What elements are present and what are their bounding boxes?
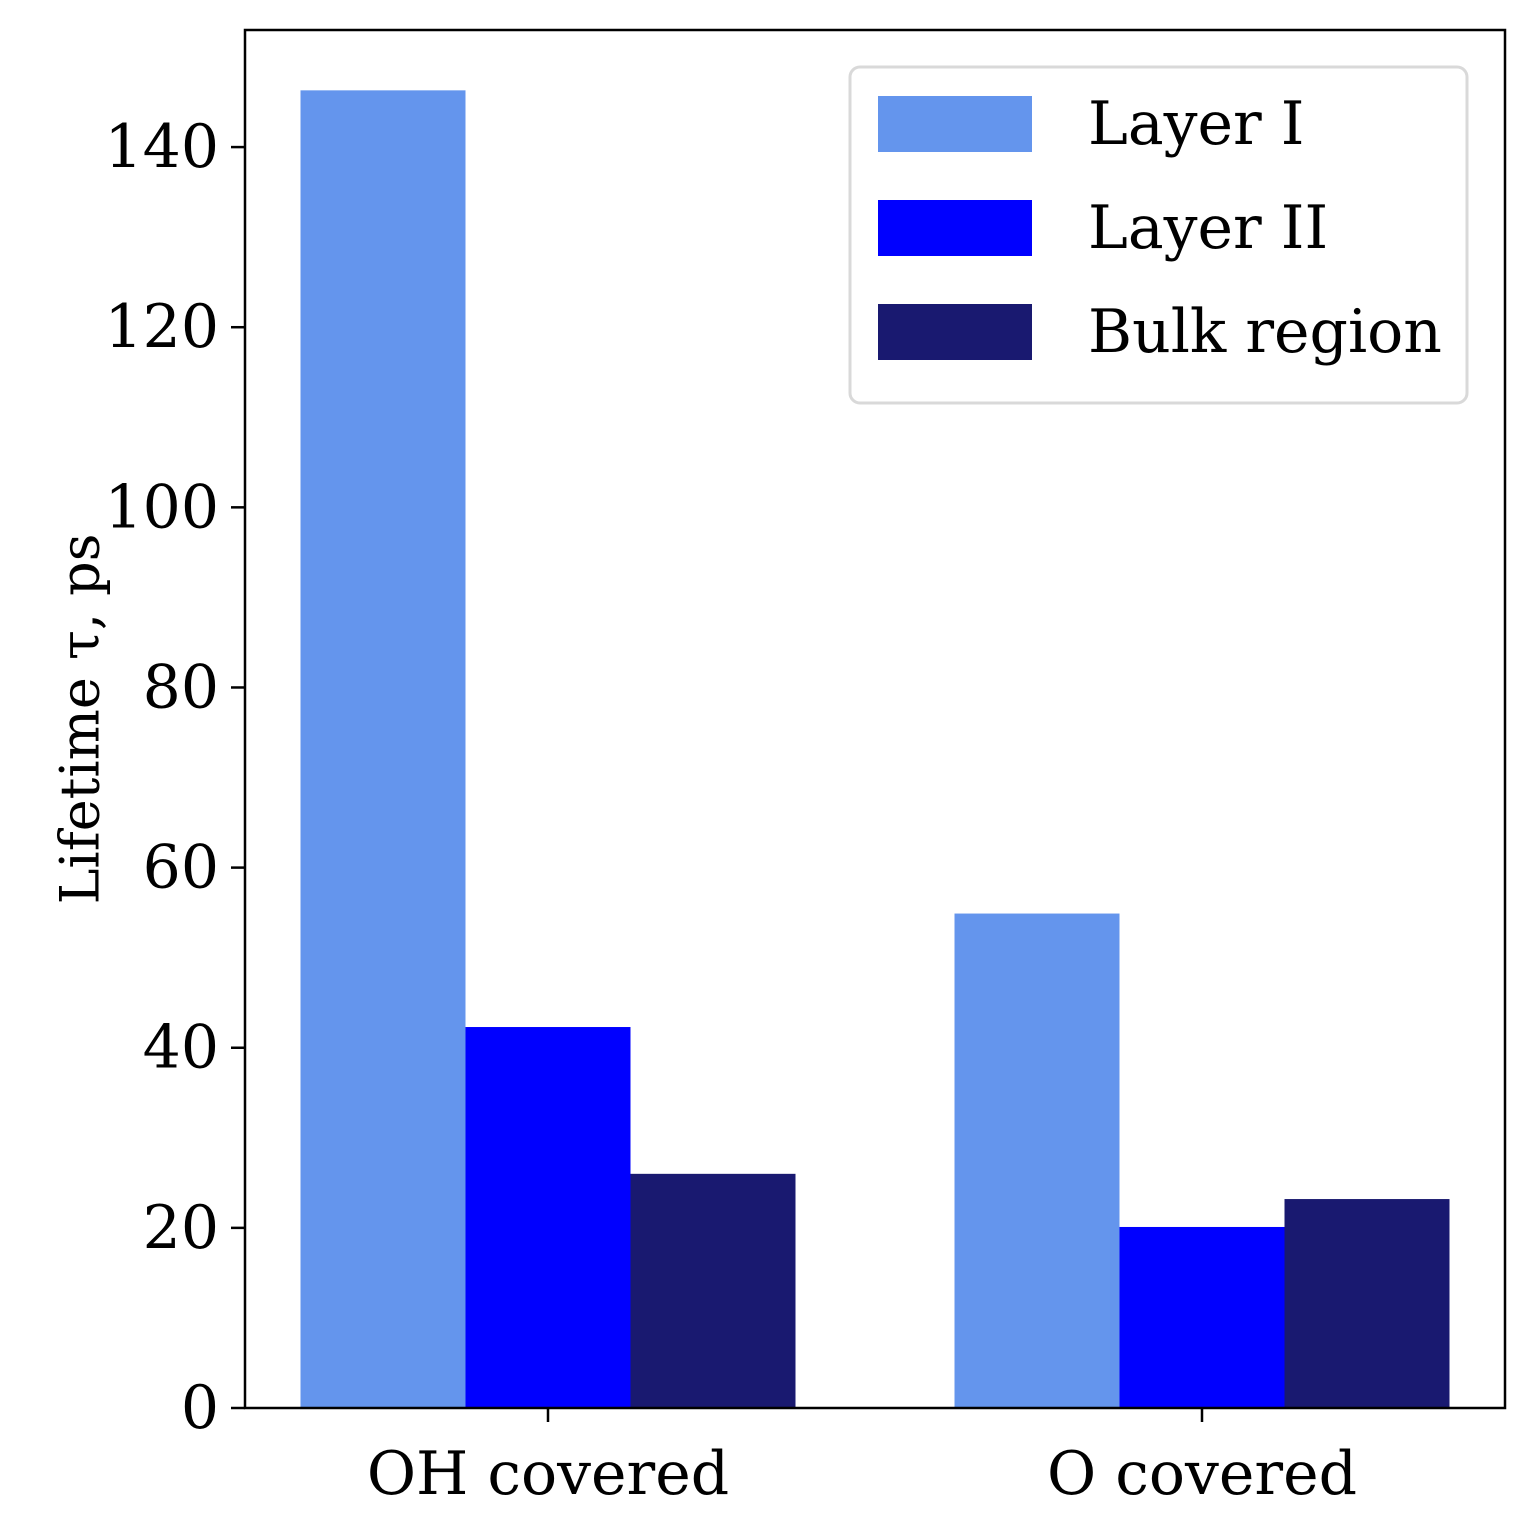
legend-label-bulk-region: Bulk region — [1088, 297, 1442, 367]
bar-layer-ii-2 — [1119, 1226, 1285, 1408]
bars-group — [300, 90, 1450, 1409]
bar-layer-ii-1 — [465, 1027, 631, 1408]
y-tick-label: 0 — [181, 1373, 219, 1443]
y-axis-label: Lifetime τ, ps — [49, 534, 112, 905]
legend-label-layer-ii: Layer II — [1088, 193, 1328, 263]
y-tick-label: 80 — [143, 652, 219, 722]
y-tick-label: 120 — [104, 292, 219, 362]
y-tick-label: 60 — [143, 833, 219, 903]
legend-label-layer-i: Layer I — [1088, 89, 1304, 159]
x-axis: OH covered O covered — [367, 1408, 1357, 1509]
bar-bulk-region-1 — [630, 1173, 796, 1408]
x-tick-label: O covered — [1047, 1439, 1357, 1509]
y-tick-label: 40 — [143, 1013, 219, 1083]
y-tick-label: 140 — [104, 112, 219, 182]
y-tick-label: 100 — [104, 472, 219, 542]
legend-swatch-bulk-region — [878, 304, 1032, 360]
y-axis: 0 20 40 60 80 100 120 140 — [104, 112, 245, 1443]
legend: Layer I Layer II Bulk region — [848, 65, 1469, 405]
legend-swatch-layer-ii — [878, 200, 1032, 256]
x-tick-label: OH covered — [367, 1439, 729, 1509]
legend-swatch-layer-i — [878, 96, 1032, 152]
plot-frame — [243, 28, 1507, 1410]
y-tick-label: 20 — [143, 1193, 219, 1263]
bar-layer-i-1 — [300, 90, 466, 1409]
bar-bulk-region-2 — [1284, 1199, 1450, 1408]
bar-layer-i-2 — [954, 913, 1120, 1408]
